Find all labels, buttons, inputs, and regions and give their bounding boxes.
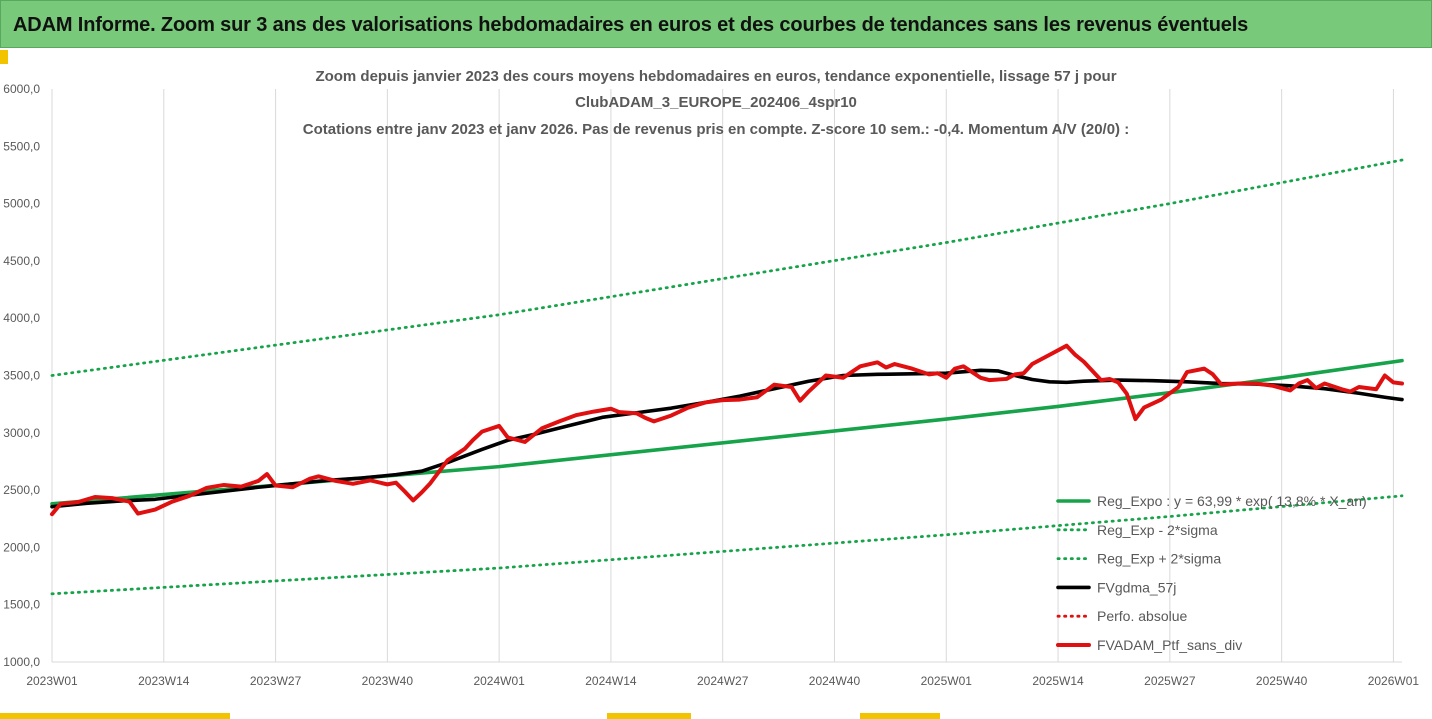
- x-tick-label: 2024W01: [473, 674, 525, 688]
- y-tick-label: 1000,0: [3, 655, 40, 669]
- legend-label: FVgdma_57j: [1097, 579, 1176, 595]
- x-tick-label: 2025W40: [1256, 674, 1308, 688]
- legend-label: Reg_Expo : y = 63,99 * exp( 13,8% * X_an…: [1097, 493, 1367, 509]
- x-tick-label: 2024W14: [585, 674, 637, 688]
- series-line-2: [50, 158, 1404, 377]
- left-accent-bar: [0, 50, 8, 64]
- chart-title-line: Cotations entre janv 2023 et janv 2026. …: [303, 121, 1129, 138]
- chart-legend: Reg_Expo : y = 63,99 * exp( 13,8% * X_an…: [1056, 493, 1367, 653]
- bottom-accent-left: [0, 713, 230, 719]
- valuation-trend-chart: 2023W01 2023W14 2023W27 2023W40 2024W01 2024W…: [3, 68, 1419, 688]
- x-tick-label: 2025W27: [1144, 674, 1196, 688]
- chart-title-line: ClubADAM_3_EUROPE_202406_4spr10: [575, 94, 857, 111]
- chart-axes: 2023W01 2023W14 2023W27 2023W40 2024W01 2024W…: [3, 82, 1419, 688]
- x-tick-label: 2023W40: [362, 674, 414, 688]
- y-tick-label: 5500,0: [3, 139, 40, 153]
- chart-title: Zoom depuis janvier 2023 des cours moyen…: [303, 68, 1129, 138]
- legend-label: Reg_Exp + 2*sigma: [1097, 551, 1221, 567]
- y-tick-label: 3000,0: [3, 426, 40, 440]
- legend-label: Perfo. absolue: [1097, 608, 1187, 624]
- y-tick-label: 6000,0: [3, 82, 40, 96]
- x-tick-label: 2024W27: [697, 674, 749, 688]
- x-tick-label: 2025W01: [921, 674, 973, 688]
- x-tick-label: 2025W14: [1032, 674, 1084, 688]
- y-tick-label: 3500,0: [3, 369, 40, 383]
- bottom-accent-right: [860, 713, 940, 719]
- x-tick-label: 2024W40: [809, 674, 861, 688]
- y-tick-label: 2000,0: [3, 540, 40, 554]
- y-tick-label: 4500,0: [3, 254, 40, 268]
- y-tick-label: 1500,0: [3, 598, 40, 612]
- y-tick-label: 2500,0: [3, 483, 40, 497]
- plot-area: [52, 89, 1402, 662]
- series-line-0: [50, 358, 1404, 506]
- x-tick-label: 2023W01: [26, 674, 78, 688]
- report-banner-title: ADAM Informe. Zoom sur 3 ans des valoris…: [0, 0, 1432, 48]
- chart-series: [50, 158, 1404, 596]
- y-tick-label: 4000,0: [3, 311, 40, 325]
- x-tick-label: 2026W01: [1368, 674, 1420, 688]
- legend-label: Reg_Exp - 2*sigma: [1097, 522, 1218, 538]
- chart-title-line: Zoom depuis janvier 2023 des cours moyen…: [315, 68, 1116, 85]
- legend-label: FVADAM_Ptf_sans_div: [1097, 637, 1242, 653]
- y-tick-label: 5000,0: [3, 197, 40, 211]
- x-tick-label: 2023W14: [138, 674, 190, 688]
- bottom-accent-center: [607, 713, 691, 719]
- series-line-5: [50, 343, 1404, 517]
- x-tick-label: 2023W27: [250, 674, 302, 688]
- chart-grid: [51, 89, 1402, 662]
- series-line-1: [50, 494, 1404, 596]
